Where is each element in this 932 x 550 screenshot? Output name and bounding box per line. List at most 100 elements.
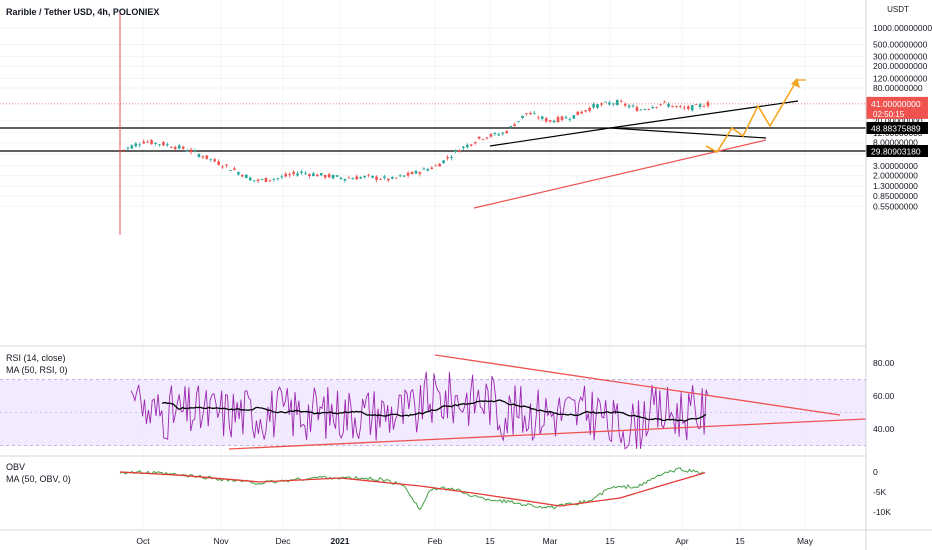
candle-body <box>529 113 532 115</box>
candle-body <box>694 104 698 105</box>
candle-body <box>264 177 268 182</box>
candle-body <box>592 104 595 108</box>
candle-body <box>465 144 469 148</box>
candle-body <box>604 101 607 103</box>
rsi-tick-label: 80.00 <box>873 358 895 368</box>
candle-body <box>675 105 678 107</box>
time-tick-label: Dec <box>275 536 291 546</box>
last-price-label: 41.00000000 <box>871 99 921 109</box>
candle-body <box>548 120 552 122</box>
candle-body <box>288 174 291 176</box>
candle-body <box>608 102 611 105</box>
candle-body <box>379 179 382 180</box>
candle-body <box>138 144 142 146</box>
candle-body <box>371 175 374 178</box>
candle-body <box>568 119 572 120</box>
time-tick-label: Nov <box>213 536 229 546</box>
candle-body <box>619 101 623 102</box>
candle-body <box>193 150 197 152</box>
candle-body <box>600 103 603 105</box>
candle-body <box>241 174 244 177</box>
price-tick-label: 8.00000000 <box>873 138 918 148</box>
candle-body <box>596 104 599 108</box>
price-tick-label: 1.30000000 <box>873 181 918 191</box>
price-tick-label: 0.55000000 <box>873 201 918 211</box>
candle-body <box>189 149 193 153</box>
candle-body <box>248 177 252 181</box>
candle-body <box>521 115 524 118</box>
candle-body <box>292 171 295 174</box>
price-tick-label: 120.00000000 <box>873 73 928 83</box>
candle-body <box>690 105 694 111</box>
candle-body <box>260 179 264 180</box>
candle-body <box>572 115 576 119</box>
time-tick-label: Apr <box>675 536 688 546</box>
candle-body <box>355 176 359 180</box>
price-tick-label: 2.00000000 <box>873 171 918 181</box>
time-tick-label: 15 <box>605 536 615 546</box>
candle-body <box>280 176 284 178</box>
candle-body <box>659 103 662 105</box>
last-price-tag <box>866 96 928 119</box>
time-tick-label: 15 <box>735 536 745 546</box>
candle-body <box>142 141 145 144</box>
candle-body <box>296 173 299 176</box>
candle-body <box>375 176 378 180</box>
candle-body <box>564 117 568 119</box>
support-trendline <box>473 139 767 209</box>
rsi-ma-line <box>161 399 707 422</box>
candle-body <box>477 136 481 139</box>
candle-body <box>655 106 658 108</box>
candle-body <box>308 174 311 177</box>
candle-body <box>406 172 410 176</box>
candle-body <box>686 106 690 109</box>
obv-legend-label: OBV <box>6 462 26 472</box>
candle-body <box>213 159 217 162</box>
candle-body <box>122 149 126 151</box>
candle-body <box>481 139 485 140</box>
channel-top-trendline <box>609 100 799 129</box>
candle-body <box>268 180 272 182</box>
candle-body <box>469 144 473 146</box>
rsi-ma-legend-label: MA (50, RSI, 0) <box>6 365 68 375</box>
candle-body <box>544 118 548 122</box>
descending-trendline <box>609 127 767 139</box>
candle-body <box>556 116 560 123</box>
candle-body <box>150 140 153 145</box>
candle-body <box>410 172 414 175</box>
candle-body <box>671 105 674 108</box>
candle-body <box>177 145 181 149</box>
candle-body <box>383 176 386 179</box>
candle-body <box>454 150 457 152</box>
candle-body <box>489 134 493 137</box>
candle-body <box>134 143 138 147</box>
candle-body <box>162 142 165 146</box>
candle-body <box>462 146 465 149</box>
candle-body <box>698 104 702 107</box>
candle-body <box>146 141 149 143</box>
candle-body <box>525 113 528 115</box>
candle-body <box>347 177 351 179</box>
candle-body <box>418 172 422 174</box>
price-tick-label: 80.00000000 <box>873 83 923 93</box>
candle-body <box>434 165 438 167</box>
candle-body <box>501 132 505 134</box>
rsi-resistance-trendline <box>434 354 841 416</box>
level-price-label: 48.88375889 <box>871 124 921 134</box>
candle-body <box>485 137 489 139</box>
candle-body <box>505 131 509 134</box>
candle-body <box>367 174 370 176</box>
candle-body <box>126 147 130 149</box>
candle-body <box>643 109 647 110</box>
candle-body <box>312 173 315 177</box>
time-tick-label: Feb <box>428 536 443 546</box>
price-tick-label: 20.00000000 <box>873 116 923 126</box>
obv-tick-label: -5K <box>873 487 887 497</box>
candle-body <box>639 109 643 111</box>
rsi-tick-label: 60.00 <box>873 391 895 401</box>
candle-body <box>560 116 564 120</box>
candle-body <box>683 107 686 109</box>
candle-body <box>201 156 205 158</box>
candle-body <box>304 172 307 174</box>
